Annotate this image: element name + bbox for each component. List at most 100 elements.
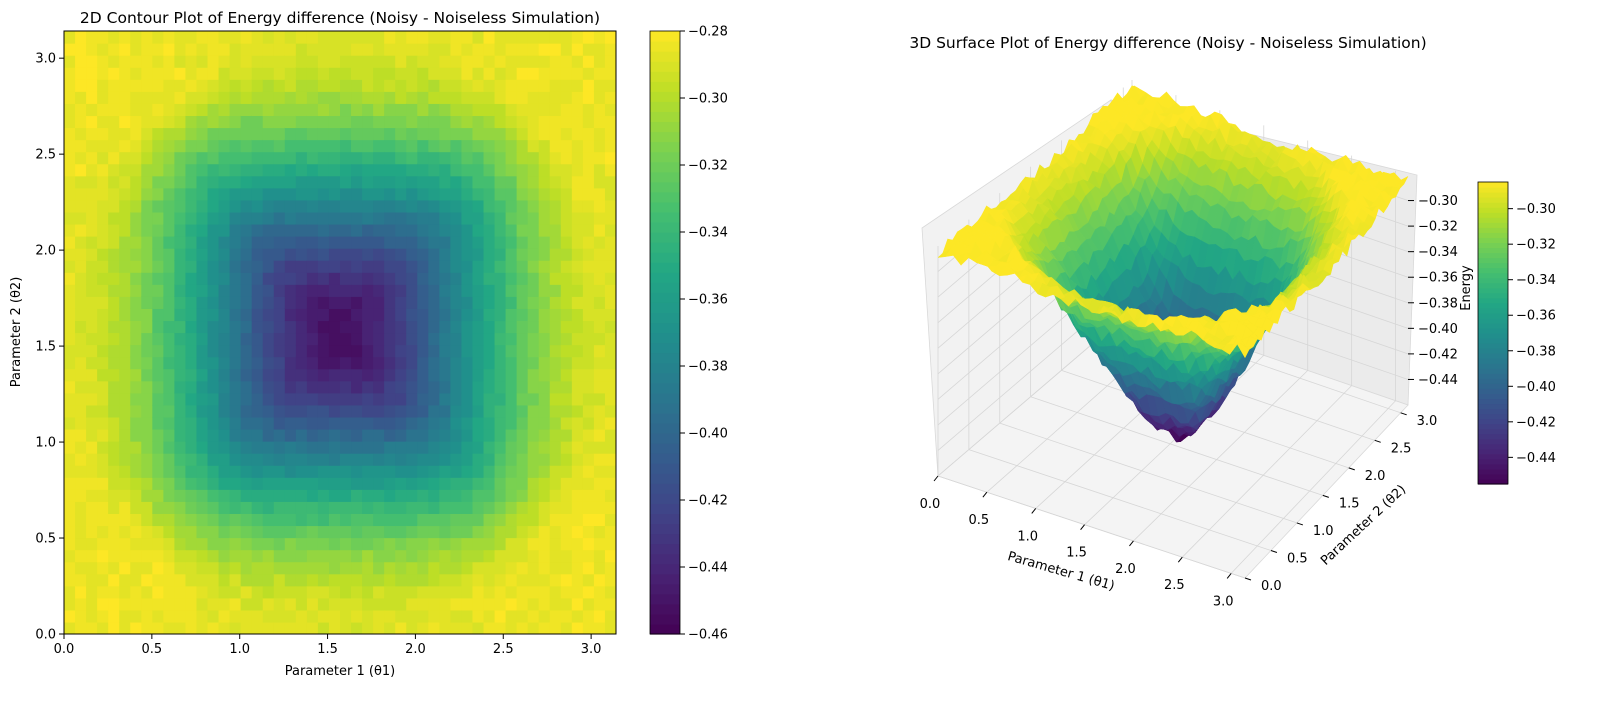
contour-cell [593, 308, 606, 322]
contour-cell [240, 597, 253, 611]
contour-cell [483, 453, 496, 466]
contour-cell [439, 127, 451, 141]
surface-x-tick [1129, 540, 1134, 547]
contour-cell [494, 91, 507, 104]
contour-cell [351, 175, 363, 189]
contour-cell [560, 621, 573, 634]
contour-cell [64, 272, 76, 285]
contour-cell [317, 91, 330, 104]
contour-cell [75, 43, 87, 56]
contour-cell [273, 175, 286, 189]
contour-cell [108, 67, 120, 80]
contour-cell [229, 356, 242, 370]
x-tick-label: 2.5 [493, 642, 514, 657]
contour-cell [439, 573, 451, 587]
contour-cell [295, 223, 308, 237]
contour-cell [340, 380, 352, 394]
contour-cell [571, 260, 584, 273]
contour-cell [64, 477, 76, 490]
surface-y-tick [1374, 439, 1381, 443]
contour-cell [130, 115, 142, 129]
contour-cell [317, 79, 330, 92]
contour-cell [395, 31, 407, 44]
contour-cell [527, 332, 540, 346]
contour-cell [108, 296, 120, 309]
contour-cell [185, 573, 198, 587]
contour-cell [340, 55, 352, 68]
contour-cell [593, 284, 606, 297]
contour-cell [141, 127, 153, 141]
colorbar-tick-label: −0.38 [688, 360, 728, 375]
contour-cell [317, 573, 330, 587]
contour-cell [571, 284, 584, 297]
contour-cell [163, 320, 175, 334]
floor-gridline [968, 449, 1272, 551]
contour-cell [560, 320, 573, 334]
contour-cell [229, 404, 242, 418]
contour-cell [505, 416, 518, 430]
contour-cell [384, 368, 396, 382]
contour-cell [406, 163, 418, 177]
contour-cell [373, 139, 385, 153]
contour-cell [284, 465, 297, 478]
contour-cell [505, 308, 518, 322]
surface-x-tick-label: 0.0 [920, 497, 941, 512]
contour-cell [483, 428, 496, 442]
contour-cell [538, 91, 551, 104]
contour-cell [64, 404, 76, 418]
contour-cell [196, 416, 209, 430]
colorbar-segment [650, 81, 680, 92]
contour-cell [384, 248, 396, 261]
contour-cell [262, 320, 275, 334]
contour-cell [86, 453, 98, 466]
contour-cell [505, 272, 518, 285]
contour-cell [174, 223, 187, 237]
contour-cell [439, 585, 451, 599]
contour-cell [505, 332, 518, 346]
contour-cell [560, 127, 573, 141]
contour-cell [152, 43, 164, 56]
contour-cell [262, 260, 275, 273]
contour-cell [75, 139, 87, 153]
contour-cell [108, 585, 120, 599]
contour-cell [516, 501, 529, 514]
contour-cell [306, 525, 319, 539]
contour-cell [439, 356, 451, 370]
contour-cell [306, 187, 319, 201]
colorbar-segment [1478, 478, 1508, 485]
contour-cell [284, 151, 297, 165]
contour-cell [119, 404, 131, 418]
contour-cell [505, 223, 518, 237]
contour-cell [351, 453, 363, 466]
contour-cell [351, 392, 363, 406]
colorbar-segment [650, 101, 680, 112]
contour-cell [472, 43, 485, 56]
contour-cell [494, 272, 507, 285]
contour-cell [483, 477, 496, 490]
contour-cell [86, 139, 98, 153]
contour-cell [472, 115, 485, 129]
contour-cell [273, 248, 286, 261]
contour-cell [174, 573, 187, 587]
contour-cell [549, 199, 562, 213]
contour-cell [185, 597, 198, 611]
contour-cell [472, 308, 485, 322]
contour-cell [527, 284, 540, 297]
contour-cell [306, 404, 319, 418]
contour-cell [373, 284, 385, 297]
contour-cell [240, 199, 253, 213]
colorbar-segment [650, 121, 680, 133]
contour-cell [450, 477, 463, 490]
contour-cell [571, 392, 584, 406]
contour-cell [251, 127, 264, 141]
contour-cell [494, 428, 507, 442]
colorbar-segment [650, 51, 680, 62]
contour-cell [505, 236, 518, 249]
contour-cell [461, 549, 474, 563]
contour-cell [549, 211, 562, 225]
contour-cell [571, 67, 584, 80]
colorbar-segment [1478, 182, 1508, 188]
contour-cell [163, 236, 175, 249]
contour-cell [351, 296, 363, 309]
contour-cell [174, 199, 187, 213]
